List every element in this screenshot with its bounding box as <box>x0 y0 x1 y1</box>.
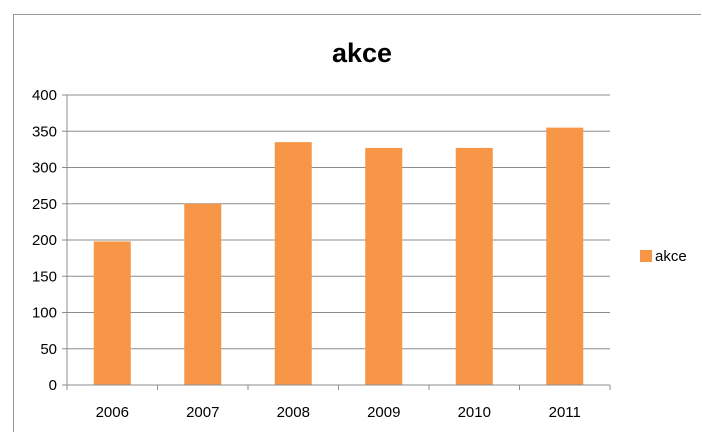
x-tick-label: 2009 <box>367 404 400 421</box>
x-axis-tick-labels: 2006 2007 2008 2009 2010 2011 <box>96 404 581 421</box>
legend: akce <box>640 248 687 265</box>
y-tick-label: 50 <box>40 341 57 358</box>
bar-2008 <box>274 142 312 385</box>
y-tick-label: 200 <box>32 232 57 249</box>
y-tick-label: 250 <box>32 196 57 213</box>
axes <box>66 95 611 390</box>
bars <box>93 127 584 385</box>
x-tick-label: 2010 <box>458 404 491 421</box>
bar-2011 <box>546 127 584 385</box>
bar-2006 <box>93 241 131 385</box>
gridlines <box>62 94 610 386</box>
y-tick-label: 150 <box>32 268 57 285</box>
legend-label: akce <box>655 248 687 265</box>
y-tick-label: 300 <box>32 160 57 177</box>
x-tick-label: 2006 <box>96 404 129 421</box>
bar-2009 <box>365 147 403 385</box>
chart-title: akce <box>332 38 392 68</box>
y-tick-label: 350 <box>32 123 57 140</box>
x-tick-label: 2011 <box>549 404 581 421</box>
bar-2010 <box>455 147 493 385</box>
y-axis-tick-labels: 0 50 100 150 200 250 300 350 400 <box>32 87 57 394</box>
y-tick-label: 100 <box>32 305 57 322</box>
bar-2007 <box>184 203 222 385</box>
y-tick-label: 400 <box>32 87 57 104</box>
x-tick-label: 2007 <box>186 404 219 421</box>
legend-swatch <box>640 250 652 262</box>
y-tick-label: 0 <box>49 377 57 394</box>
x-tick-label: 2008 <box>277 404 310 421</box>
